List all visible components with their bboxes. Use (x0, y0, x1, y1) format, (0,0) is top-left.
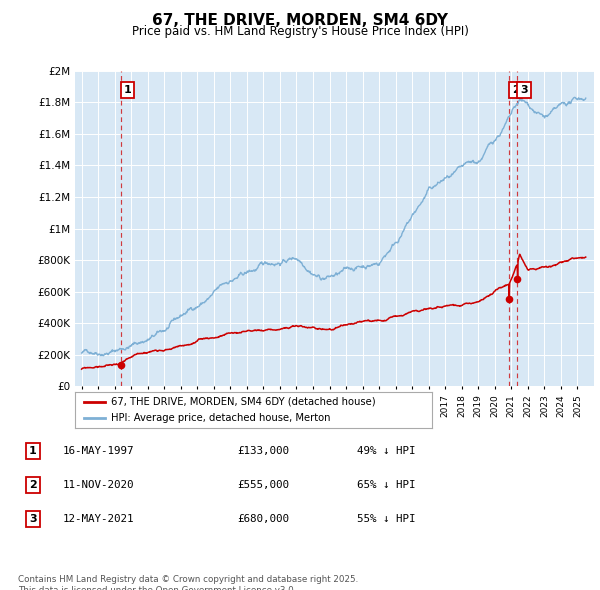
Text: 16-MAY-1997: 16-MAY-1997 (63, 446, 134, 455)
Text: 67, THE DRIVE, MORDEN, SM4 6DY (detached house): 67, THE DRIVE, MORDEN, SM4 6DY (detached… (111, 397, 376, 407)
Text: 2: 2 (512, 85, 520, 95)
Text: 3: 3 (29, 514, 37, 524)
Text: 49% ↓ HPI: 49% ↓ HPI (357, 446, 415, 455)
Text: 65% ↓ HPI: 65% ↓ HPI (357, 480, 415, 490)
Text: 11-NOV-2020: 11-NOV-2020 (63, 480, 134, 490)
Text: Contains HM Land Registry data © Crown copyright and database right 2025.
This d: Contains HM Land Registry data © Crown c… (18, 575, 358, 590)
Text: £680,000: £680,000 (237, 514, 289, 524)
Text: 67, THE DRIVE, MORDEN, SM4 6DY: 67, THE DRIVE, MORDEN, SM4 6DY (152, 13, 448, 28)
Text: £133,000: £133,000 (237, 446, 289, 455)
Text: 55% ↓ HPI: 55% ↓ HPI (357, 514, 415, 524)
Text: HPI: Average price, detached house, Merton: HPI: Average price, detached house, Mert… (111, 413, 330, 423)
Text: Price paid vs. HM Land Registry's House Price Index (HPI): Price paid vs. HM Land Registry's House … (131, 25, 469, 38)
Text: 3: 3 (520, 85, 528, 95)
Text: 1: 1 (29, 446, 37, 455)
Text: 1: 1 (124, 85, 131, 95)
Text: 2: 2 (29, 480, 37, 490)
Text: £555,000: £555,000 (237, 480, 289, 490)
Text: 12-MAY-2021: 12-MAY-2021 (63, 514, 134, 524)
